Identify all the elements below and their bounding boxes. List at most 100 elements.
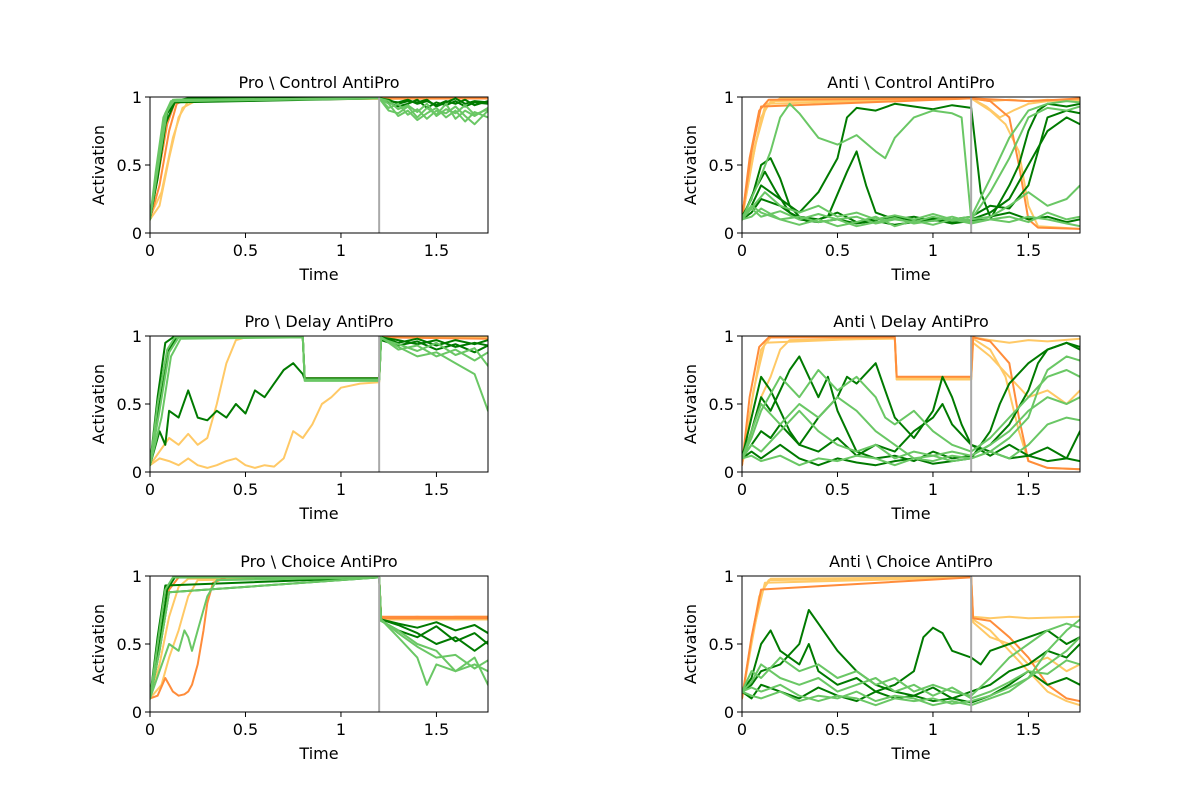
x-tick-label: 1 [928, 241, 938, 260]
chart-title: Anti \ Delay AntiPro [833, 312, 989, 331]
x-tick-label: 0 [737, 480, 747, 499]
y-tick-label: 0.5 [709, 635, 734, 654]
x-tick-label: 1 [336, 480, 346, 499]
y-tick-label: 1 [132, 88, 142, 107]
x-axis-label: Time [890, 265, 930, 284]
series-line [742, 336, 1080, 471]
chart-panel: 0 0.5 1 1.5 0 0.5 1 Anti \ Choice AntiPro Time Ac… [681, 552, 1081, 763]
series-line [150, 336, 488, 467]
x-tick-label: 1 [336, 720, 346, 739]
series-line [150, 339, 488, 467]
x-axis-label: Time [890, 744, 930, 763]
x-tick-label: 0.5 [825, 480, 850, 499]
series-line [742, 626, 1080, 693]
series-line [742, 369, 1080, 460]
x-tick-label: 0.5 [825, 720, 850, 739]
y-axis-label: Activation [681, 125, 700, 205]
x-tick-label: 0.5 [233, 720, 258, 739]
series-group [150, 336, 488, 469]
y-axis-label: Activation [89, 125, 108, 205]
x-tick-label: 0.5 [233, 480, 258, 499]
x-tick-label: 1.5 [1016, 480, 1041, 499]
x-axis-label: Time [298, 744, 338, 763]
series-group [150, 576, 488, 700]
series-line [150, 576, 488, 700]
x-tick-label: 1.5 [424, 241, 449, 260]
chart-panel: 0 0.5 1 1.5 0 0.5 1 Pro \ Choice AntiPro Time Act… [89, 552, 489, 763]
series-line [150, 576, 488, 700]
y-tick-label: 0 [724, 703, 734, 722]
series-line [742, 341, 1080, 463]
y-tick-label: 1 [132, 327, 142, 346]
x-tick-label: 0 [145, 480, 155, 499]
chart-title: Pro \ Control AntiPro [238, 73, 399, 92]
x-tick-label: 1.5 [1016, 241, 1041, 260]
series-group [742, 97, 1080, 230]
x-tick-label: 0 [737, 241, 747, 260]
y-tick-label: 1 [724, 88, 734, 107]
y-tick-label: 0.5 [709, 156, 734, 175]
x-tick-label: 1.5 [424, 480, 449, 499]
y-axis-label: Activation [89, 604, 108, 684]
x-tick-label: 0 [145, 720, 155, 739]
series-line [150, 576, 488, 700]
series-line [150, 576, 488, 700]
series-group [742, 336, 1080, 471]
series-line [742, 375, 1080, 460]
y-tick-label: 0.5 [117, 395, 142, 414]
series-line [742, 337, 1080, 465]
x-tick-label: 1.5 [1016, 720, 1041, 739]
series-line [150, 576, 488, 700]
y-axis-label: Activation [681, 364, 700, 444]
y-tick-label: 0.5 [117, 635, 142, 654]
series-line [742, 659, 1080, 700]
chart-panel: 0 0.5 1 1.5 0 0.5 1 Pro \ Control AntiPro Time Ac… [89, 73, 489, 284]
series-line [150, 576, 488, 700]
series-line [150, 576, 488, 700]
y-tick-label: 1 [724, 327, 734, 346]
chart-panel: 0 0.5 1 1.5 0 0.5 1 Anti \ Delay AntiPro Time Act… [681, 312, 1081, 523]
series-line [150, 97, 488, 219]
chart-title: Anti \ Choice AntiPro [829, 552, 993, 571]
series-line [150, 576, 488, 700]
series-line [742, 336, 1080, 471]
series-line [150, 336, 488, 469]
x-tick-label: 1 [928, 480, 938, 499]
x-tick-label: 1.5 [424, 720, 449, 739]
series-line [742, 102, 1080, 226]
y-tick-label: 0 [132, 703, 142, 722]
chart-title: Pro \ Delay AntiPro [244, 312, 393, 331]
series-line [742, 207, 1080, 228]
series-line [742, 336, 1080, 467]
y-axis-label: Activation [681, 604, 700, 684]
x-tick-label: 1 [336, 241, 346, 260]
series-line [150, 576, 488, 700]
series-line [742, 102, 1080, 224]
series-line [742, 396, 1080, 460]
series-group [742, 576, 1080, 707]
x-axis-label: Time [298, 265, 338, 284]
chart-title: Pro \ Choice AntiPro [240, 552, 397, 571]
x-tick-label: 0.5 [825, 241, 850, 260]
series-line [742, 576, 1080, 707]
series-line [742, 100, 1080, 221]
y-tick-label: 0 [132, 224, 142, 243]
series-line [742, 341, 1080, 467]
series-line [742, 97, 1080, 219]
y-tick-label: 0 [132, 463, 142, 482]
y-tick-label: 0 [724, 463, 734, 482]
x-axis-label: Time [298, 504, 338, 523]
chart-panel: 0 0.5 1 1.5 0 0.5 1 Pro \ Delay AntiPro Time Acti… [89, 312, 489, 523]
y-axis-label: Activation [89, 364, 108, 444]
series-line [742, 396, 1080, 463]
series-line [150, 576, 488, 700]
series-group [150, 97, 488, 221]
x-axis-label: Time [890, 504, 930, 523]
x-tick-label: 1 [928, 720, 938, 739]
plot-frame [149, 96, 489, 234]
chart-panel: 0 0.5 1 1.5 0 0.5 1 Anti \ Control AntiPro Time A… [681, 73, 1081, 284]
series-line [742, 105, 1080, 225]
y-tick-label: 0 [724, 224, 734, 243]
series-line [742, 102, 1080, 221]
